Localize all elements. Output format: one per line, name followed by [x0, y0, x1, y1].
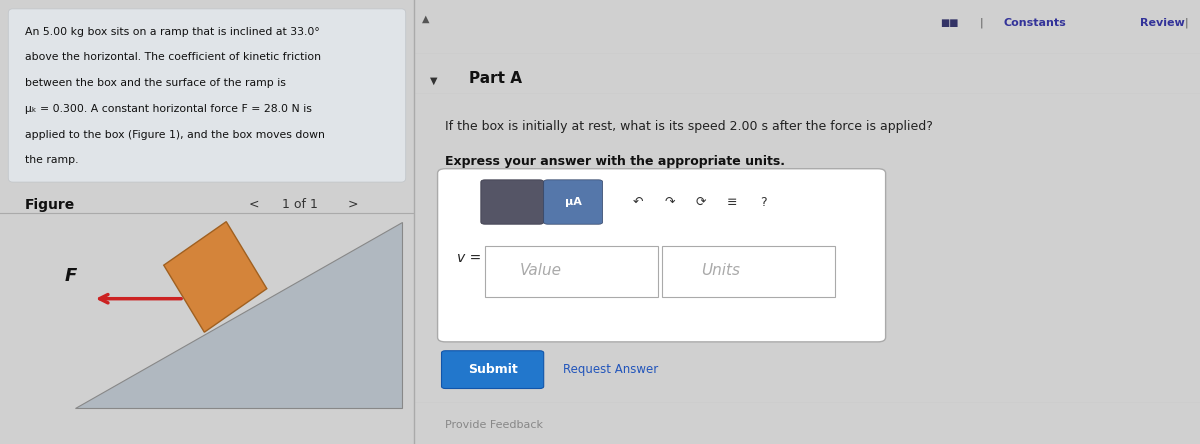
FancyBboxPatch shape: [661, 246, 834, 297]
Text: An 5.00 kg box sits on a ramp that is inclined at 33.0°: An 5.00 kg box sits on a ramp that is in…: [25, 27, 319, 37]
Text: Submit: Submit: [468, 363, 517, 377]
FancyBboxPatch shape: [438, 169, 886, 342]
Text: ⟳: ⟳: [696, 195, 706, 209]
Text: If the box is initially at rest, what is its speed 2.00 s after the force is app: If the box is initially at rest, what is…: [445, 120, 934, 133]
Polygon shape: [74, 222, 402, 408]
FancyBboxPatch shape: [442, 351, 544, 388]
Text: ↶: ↶: [632, 195, 643, 209]
Text: above the horizontal. The coefficient of kinetic friction: above the horizontal. The coefficient of…: [25, 52, 320, 63]
Text: >: >: [348, 198, 359, 210]
Text: the ramp.: the ramp.: [25, 155, 78, 166]
Text: Request Answer: Request Answer: [563, 363, 659, 377]
Text: Review: Review: [1140, 18, 1184, 28]
Polygon shape: [163, 222, 266, 332]
Text: v =: v =: [457, 250, 481, 265]
Text: |: |: [980, 18, 984, 28]
Text: 1 of 1: 1 of 1: [282, 198, 317, 210]
Text: ■■: ■■: [941, 18, 959, 28]
Text: <: <: [248, 198, 259, 210]
Text: between the box and the surface of the ramp is: between the box and the surface of the r…: [25, 78, 286, 88]
Text: ≡: ≡: [727, 195, 738, 209]
Text: Units: Units: [701, 263, 740, 278]
Text: Provide Feedback: Provide Feedback: [445, 420, 544, 430]
Text: ↷: ↷: [665, 195, 674, 209]
Text: μₖ = 0.300. A constant horizontal force F = 28.0 N is: μₖ = 0.300. A constant horizontal force …: [25, 104, 312, 114]
FancyBboxPatch shape: [544, 180, 602, 224]
Text: Value: Value: [520, 263, 562, 278]
FancyBboxPatch shape: [481, 180, 544, 224]
Text: ?: ?: [761, 195, 767, 209]
Text: Constants: Constants: [1003, 18, 1067, 28]
Text: Part A: Part A: [469, 71, 522, 86]
Text: applied to the box (Figure 1), and the box moves down: applied to the box (Figure 1), and the b…: [25, 130, 325, 140]
Text: Figure: Figure: [25, 198, 76, 212]
Text: |: |: [1184, 18, 1188, 28]
Text: F: F: [64, 267, 77, 285]
Text: ▲: ▲: [422, 13, 430, 24]
FancyBboxPatch shape: [8, 9, 406, 182]
FancyBboxPatch shape: [485, 246, 658, 297]
Text: Express your answer with the appropriate units.: Express your answer with the appropriate…: [445, 155, 786, 168]
Text: μA: μA: [565, 197, 582, 207]
Text: ▼: ▼: [430, 75, 437, 86]
